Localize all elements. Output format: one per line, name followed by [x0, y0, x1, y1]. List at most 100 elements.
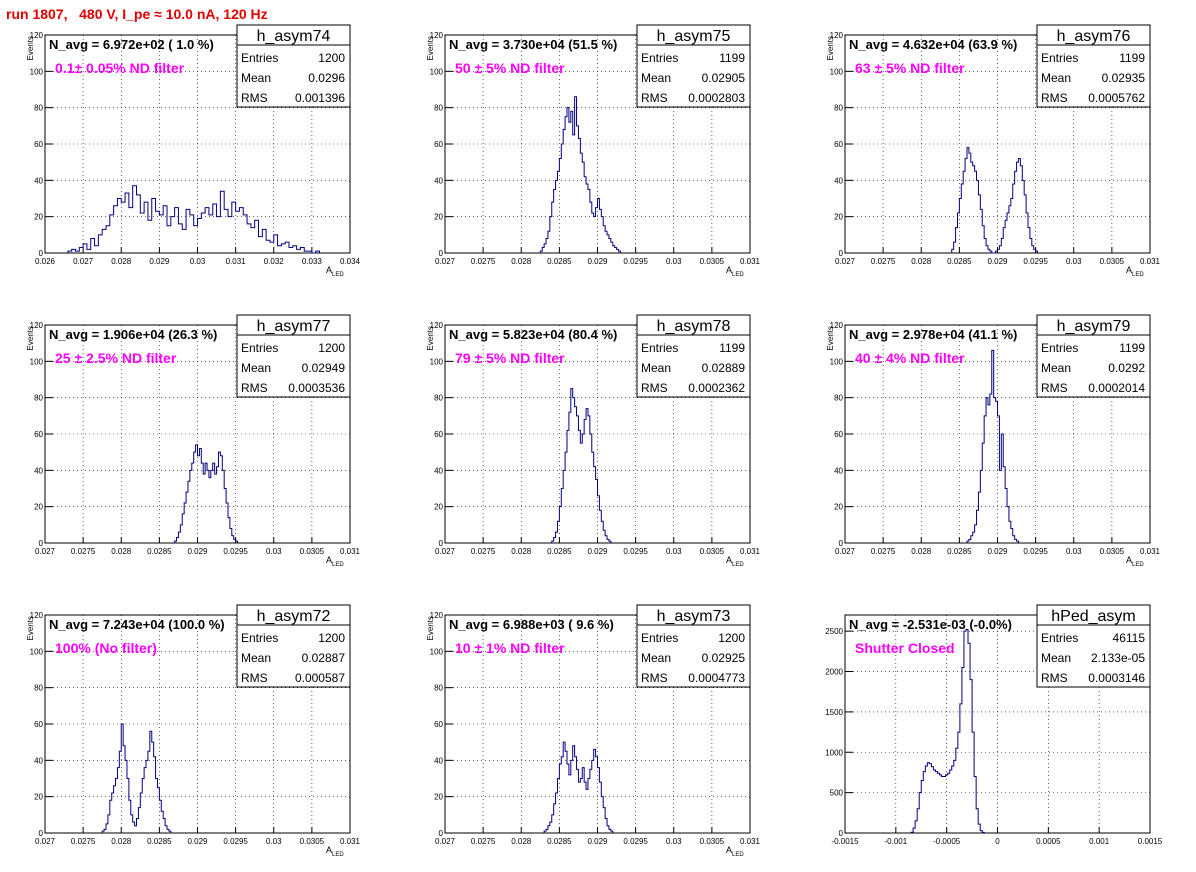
y-tick-label: 60 [834, 140, 843, 149]
stats-key: RMS [241, 671, 268, 685]
stats-key: Mean [1041, 361, 1071, 375]
x-tick-label: 0.0305 [1100, 257, 1125, 266]
x-tick-label: 0 [995, 837, 1000, 846]
y-axis-label: Events [826, 326, 835, 350]
histogram-outline [67, 185, 320, 254]
y-tick-label: 100 [30, 647, 44, 656]
x-tick-label: 0.0305 [700, 257, 725, 266]
x-tick-label: 0.031 [740, 257, 761, 266]
stats-key: RMS [241, 91, 268, 105]
y-tick-label: 40 [434, 466, 443, 475]
x-tick-label: 0.029 [587, 257, 608, 266]
x-tick-label: 0.027 [35, 837, 56, 846]
histogram-panel-h_asym77: 0.027 0.0275 0.028 0.0285 0.029 0.0295 0.03 0.0… [26, 314, 361, 568]
y-tick-label: 80 [834, 104, 843, 113]
y-tick-label: 120 [30, 611, 44, 620]
x-tick-label: 0.03 [266, 837, 282, 846]
stats-value: 0.02889 [702, 361, 746, 375]
stats-value: 0.0292 [1108, 361, 1145, 375]
stats-value: 0.02925 [702, 651, 746, 665]
x-tick-label: 0.0285 [547, 257, 572, 266]
filter-annotation: 10 ± 1% ND filter [455, 640, 565, 656]
x-tick-label: 0.0305 [1100, 547, 1125, 556]
stats-key: Mean [641, 361, 671, 375]
y-tick-label: 40 [34, 466, 43, 475]
y-tick-label: 120 [430, 611, 444, 620]
x-tick-label: 0.029 [987, 257, 1008, 266]
y-tick-label: 0 [39, 539, 44, 548]
x-tick-label: 0.0285 [547, 837, 572, 846]
histogram-outline [966, 349, 1019, 543]
y-tick-label: 100 [430, 67, 444, 76]
y-tick-label: 2000 [825, 668, 843, 677]
stats-value: 0.0002362 [688, 381, 745, 395]
y-tick-label: 0 [439, 539, 444, 548]
x-tick-label: 0.028 [911, 547, 932, 556]
y-tick-label: 40 [434, 176, 443, 185]
stats-value: 0.0003146 [1088, 671, 1145, 685]
stats-box [1036, 314, 1151, 398]
stats-box [636, 604, 751, 688]
x-tick-label: 0.028 [511, 837, 532, 846]
x-tick-label: 0.027 [35, 547, 56, 556]
stats-key: Mean [241, 651, 271, 665]
y-tick-label: 100 [430, 647, 444, 656]
y-tick-label: 60 [34, 430, 43, 439]
y-tick-label: 60 [434, 720, 443, 729]
x-tick-label: 0.0295 [623, 257, 648, 266]
x-tick-label: 0.0305 [700, 837, 725, 846]
filter-annotation: 0.1± 0.05% ND filter [55, 60, 185, 76]
y-axis-label: Events [826, 36, 835, 60]
histogram-outline [174, 444, 239, 543]
histogram-outline [543, 741, 614, 833]
y-tick-label: 20 [34, 793, 43, 802]
stats-key: Mean [1041, 71, 1071, 85]
filter-annotation: 63 ± 5% ND filter [855, 60, 965, 76]
x-tick-label: 0.031 [226, 257, 247, 266]
x-tick-label: 0.001 [1089, 837, 1110, 846]
histogram-outline [551, 388, 612, 543]
histogram-name: hPed_asym [1051, 608, 1136, 625]
stats-key: Entries [641, 631, 678, 645]
x-axis-label: ALED [726, 555, 744, 568]
histogram-outline [101, 723, 172, 833]
x-tick-label: 0.0275 [871, 547, 896, 556]
y-tick-label: 40 [834, 466, 843, 475]
x-tick-label: 0.031 [340, 547, 361, 556]
x-axis-label: ALED [726, 845, 744, 858]
y-tick-label: 60 [434, 430, 443, 439]
x-axis-label: ALED [326, 845, 344, 858]
y-tick-label: 60 [34, 720, 43, 729]
x-tick-label: 0.03 [666, 837, 682, 846]
stats-value: 46115 [1113, 631, 1146, 645]
x-tick-label: 0.0275 [71, 547, 96, 556]
stats-value: 1199 [1119, 341, 1145, 355]
stats-value: 0.0003536 [288, 381, 345, 395]
x-tick-label: 0.0295 [223, 837, 248, 846]
stats-key: RMS [1041, 91, 1068, 105]
x-tick-label: 0.027 [435, 837, 456, 846]
y-tick-label: 80 [34, 394, 43, 403]
x-tick-label: 0.027 [435, 547, 456, 556]
histogram-panel-h_asym76: 0.027 0.0275 0.028 0.0285 0.029 0.0295 0.03 0.0… [826, 24, 1161, 278]
stats-value: 1199 [719, 51, 745, 65]
y-tick-label: 2500 [825, 627, 843, 636]
stats-box [236, 604, 351, 688]
x-tick-label: 0.029 [149, 257, 170, 266]
x-axis-label: ALED [726, 265, 744, 278]
y-tick-label: 20 [34, 503, 43, 512]
stats-box [1036, 604, 1151, 688]
histogram-name: h_asym73 [657, 608, 731, 625]
stats-value: 1200 [318, 631, 345, 645]
x-tick-label: 0.0275 [871, 257, 896, 266]
x-tick-label: 0.028 [511, 547, 532, 556]
y-tick-label: 20 [34, 213, 43, 222]
stats-value: 1200 [318, 341, 345, 355]
y-tick-label: 100 [30, 357, 44, 366]
filter-annotation: 50 ± 5% ND filter [455, 60, 565, 76]
navg-label: N_avg = -2.531e-03 (-0.0%) [849, 617, 1012, 632]
filter-annotation: 25 ± 2.5% ND filter [55, 350, 177, 366]
y-tick-label: 20 [434, 793, 443, 802]
stats-value: 0.02949 [302, 361, 346, 375]
